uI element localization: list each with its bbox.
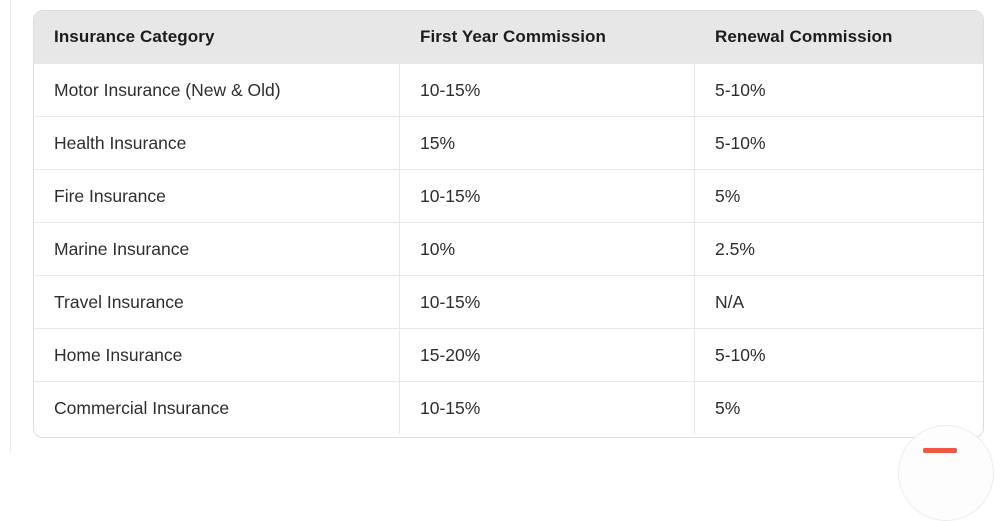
table-cell-category: Home Insurance [34,328,399,381]
left-divider-line [10,0,11,453]
commission-table-card: Insurance Category First Year Commission… [33,10,984,438]
column-header-first-year-commission: First Year Commission [399,11,694,63]
table-row: Fire Insurance 10-15% 5% [34,169,983,222]
table-cell-first-year: 10% [399,222,694,275]
table-cell-category: Health Insurance [34,116,399,169]
column-header-insurance-category: Insurance Category [34,11,399,63]
table-cell-first-year: 10-15% [399,63,694,116]
table-cell-category: Motor Insurance (New & Old) [34,63,399,116]
table-cell-renewal: 5-10% [694,328,983,381]
table-row: Health Insurance 15% 5-10% [34,116,983,169]
table-cell-category: Travel Insurance [34,275,399,328]
table-cell-renewal: 5% [694,381,983,434]
table-cell-first-year: 15% [399,116,694,169]
table-cell-renewal: 5-10% [694,116,983,169]
table-cell-first-year: 10-15% [399,381,694,434]
table-row: Travel Insurance 10-15% N/A [34,275,983,328]
chat-logo-icon [923,448,957,453]
commission-table: Insurance Category First Year Commission… [34,11,983,434]
table-cell-category: Marine Insurance [34,222,399,275]
table-row: Home Insurance 15-20% 5-10% [34,328,983,381]
table-cell-renewal: 5-10% [694,63,983,116]
table-cell-category: Fire Insurance [34,169,399,222]
table-cell-renewal: 5% [694,169,983,222]
table-cell-first-year: 10-15% [399,169,694,222]
table-row: Motor Insurance (New & Old) 10-15% 5-10% [34,63,983,116]
chat-launcher-button[interactable] [898,425,994,521]
table-cell-first-year: 15-20% [399,328,694,381]
table-cell-renewal: N/A [694,275,983,328]
table-row: Commercial Insurance 10-15% 5% [34,381,983,434]
table-cell-first-year: 10-15% [399,275,694,328]
table-cell-renewal: 2.5% [694,222,983,275]
table-cell-category: Commercial Insurance [34,381,399,434]
table-row: Marine Insurance 10% 2.5% [34,222,983,275]
column-header-renewal-commission: Renewal Commission [694,11,983,63]
table-header-row: Insurance Category First Year Commission… [34,11,983,63]
